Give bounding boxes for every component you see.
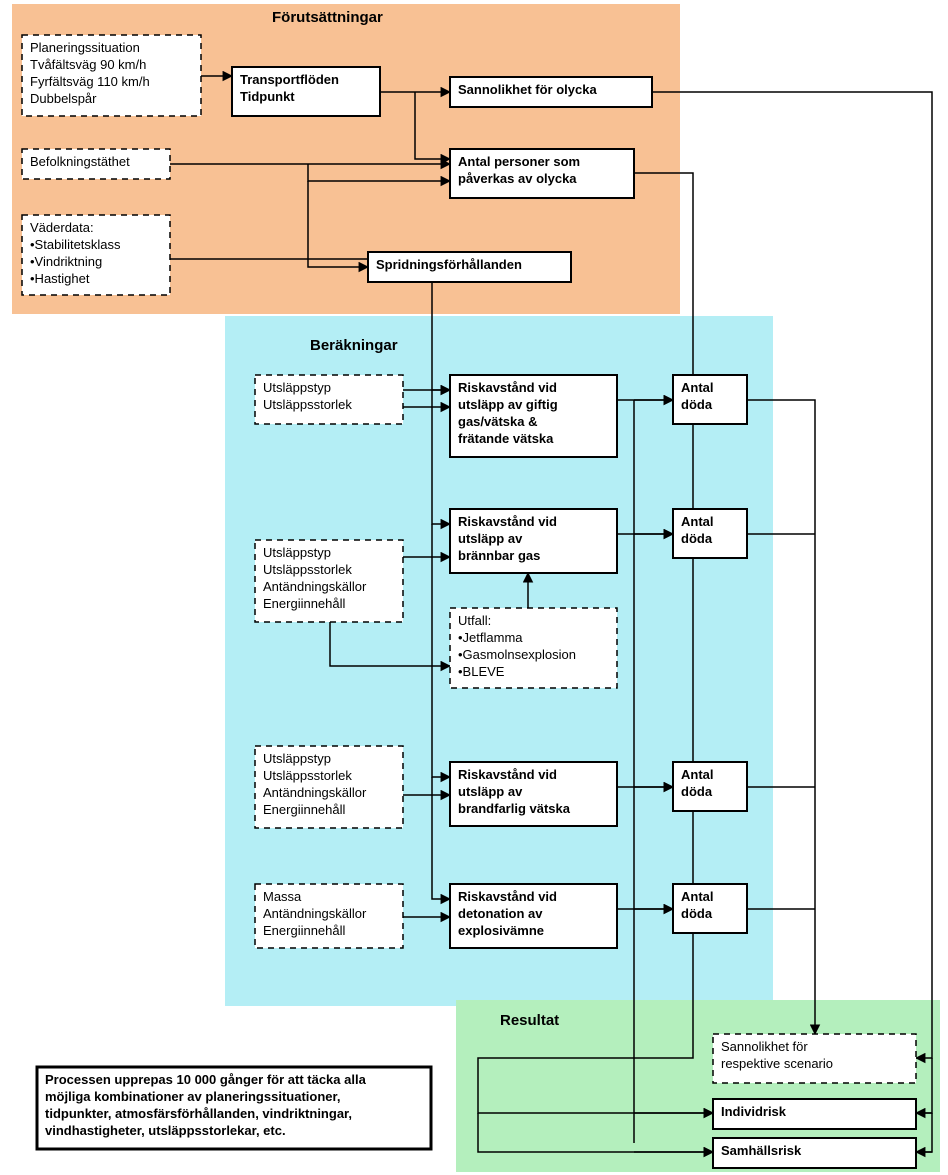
node-text-risk4: Riskavstånd viddetonation avexplosivämne [458,889,557,938]
node-text-sannolikhet: Sannolikhet för olycka [458,82,597,97]
node-text-individrisk: Individrisk [721,1104,787,1119]
node-text-spridning: Spridningsförhållanden [376,257,522,272]
node-text-befolkning: Befolkningstäthet [30,154,130,169]
node-text-samhallsrisk: Samhällsrisk [721,1143,802,1158]
region-title-resultat: Resultat [500,1012,559,1029]
region-title-forutsattningar: Förutsättningar [272,9,383,26]
flowchart: FörutsättningarBeräkningarResultatPlaner… [0,0,948,1175]
region-title-berakningar: Beräkningar [310,337,398,354]
